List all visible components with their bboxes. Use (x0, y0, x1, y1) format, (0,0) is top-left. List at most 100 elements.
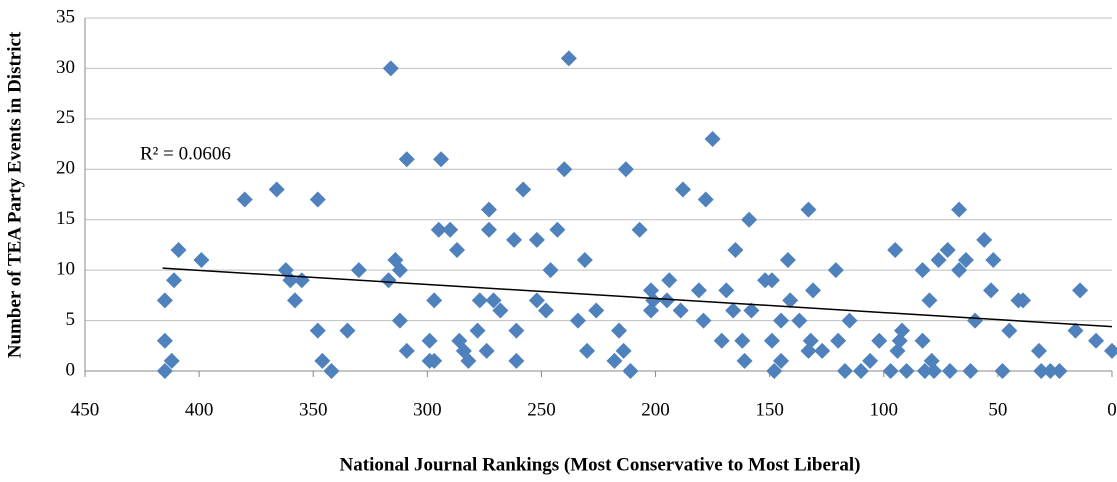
data-point (672, 302, 689, 319)
data-point (293, 272, 310, 289)
data-point (695, 312, 712, 329)
data-point (1030, 342, 1047, 359)
data-point (916, 363, 933, 379)
data-point (449, 241, 466, 258)
data-point (480, 201, 497, 218)
data-point (426, 352, 443, 369)
data-point (773, 352, 790, 369)
data-point (914, 332, 931, 349)
x-tick-label: 100 (870, 399, 899, 420)
data-point (588, 302, 605, 319)
y-tick-label: 15 (56, 208, 75, 229)
data-point (560, 50, 577, 67)
data-point (460, 352, 477, 369)
data-point (323, 363, 340, 379)
data-point (314, 352, 331, 369)
data-point (782, 292, 799, 309)
data-point (800, 201, 817, 218)
y-tick-label: 0 (66, 359, 76, 380)
data-point (985, 252, 1002, 269)
data-point (766, 363, 783, 379)
data-point (779, 252, 796, 269)
x-tick-label: 400 (185, 399, 214, 420)
data-point (1033, 363, 1050, 379)
data-point (763, 272, 780, 289)
data-point (1072, 282, 1089, 299)
data-point (508, 322, 525, 339)
data-point (734, 332, 751, 349)
y-axis-title: Number of TEA Party Events in District (4, 31, 25, 358)
data-point (967, 312, 984, 329)
data-point (170, 241, 187, 258)
data-point (286, 292, 303, 309)
y-tick-label: 25 (56, 107, 75, 128)
data-point (921, 292, 938, 309)
data-point (508, 352, 525, 369)
data-point (631, 221, 648, 238)
data-point (894, 322, 911, 339)
data-point (166, 272, 183, 289)
data-point (579, 342, 596, 359)
data-point (951, 262, 968, 279)
data-point (725, 302, 742, 319)
data-point (268, 181, 285, 198)
data-point (976, 231, 993, 248)
data-point (506, 231, 523, 248)
data-point (382, 60, 399, 77)
data-point (882, 363, 899, 379)
x-tick-label: 300 (413, 399, 442, 420)
data-point (773, 312, 790, 329)
data-point (925, 363, 942, 379)
data-point (611, 322, 628, 339)
data-point (156, 332, 173, 349)
data-point (193, 252, 210, 269)
data-point (469, 322, 486, 339)
data-point (528, 231, 545, 248)
x-tick-label: 250 (527, 399, 556, 420)
y-tick-label: 20 (56, 158, 75, 179)
data-point (309, 322, 326, 339)
data-point (743, 302, 760, 319)
data-point (549, 221, 566, 238)
data-point (930, 252, 947, 269)
data-point (615, 342, 632, 359)
y-tick-label: 10 (56, 259, 75, 280)
data-point (421, 332, 438, 349)
data-point (802, 332, 819, 349)
data-point (957, 252, 974, 269)
data-point (433, 151, 450, 168)
data-point (887, 241, 904, 258)
data-point (704, 131, 721, 148)
data-point (542, 262, 559, 279)
data-point (1014, 292, 1031, 309)
data-point (690, 282, 707, 299)
data-point (442, 221, 459, 238)
data-point (674, 181, 691, 198)
y-tick-label: 35 (56, 6, 75, 27)
data-point (622, 363, 639, 379)
data-point (814, 342, 831, 359)
data-point (480, 221, 497, 238)
data-point (430, 221, 447, 238)
x-tick-label: 350 (299, 399, 328, 420)
data-point (1104, 342, 1117, 359)
data-point (951, 201, 968, 218)
x-tick-label: 200 (641, 399, 670, 420)
data-point (727, 241, 744, 258)
data-point (515, 181, 532, 198)
data-point (485, 292, 502, 309)
data-point (156, 363, 173, 379)
data-point (380, 272, 397, 289)
data-point (718, 282, 735, 299)
data-point (983, 282, 1000, 299)
data-point (569, 312, 586, 329)
data-point (862, 352, 879, 369)
data-point (914, 262, 931, 279)
data-point (1088, 332, 1105, 349)
x-tick-label: 150 (755, 399, 784, 420)
data-point (156, 292, 173, 309)
data-point (871, 332, 888, 349)
data-point (391, 312, 408, 329)
x-axis-title: National Journal Rankings (Most Conserva… (340, 454, 861, 475)
